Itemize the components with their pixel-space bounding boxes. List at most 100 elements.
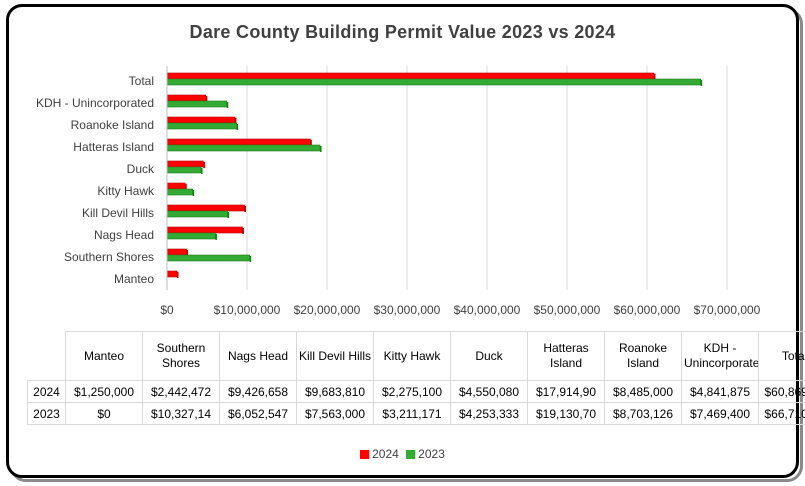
table-header-cell: Total	[758, 331, 805, 381]
x-tick-label: $70,000,000	[694, 303, 761, 317]
bar-2023	[166, 254, 250, 262]
legend-label-2024: 2024	[372, 447, 399, 461]
bar-2024	[166, 138, 311, 146]
category-label: Kill Devil Hills	[82, 206, 154, 220]
data-table-header: Manteo Southern Shores Nags Head Kill Devil…	[27, 331, 805, 381]
category-label: Roanoke Island	[71, 118, 154, 132]
bar-edge-2023	[215, 234, 217, 240]
table-value-cell: $17,914,90	[527, 380, 605, 403]
table-value-cell: $10,327,14	[142, 402, 220, 425]
bar-2024	[166, 94, 207, 102]
bar-edge-2023	[227, 212, 230, 218]
bar-edge-2024	[310, 140, 312, 146]
chart-title: Dare County Building Permit Value 2023 v…	[189, 22, 616, 42]
bar-edge-2024	[205, 96, 208, 102]
table-header-cell: Kitty Hawk	[373, 331, 451, 381]
table-value-cell: $7,563,000	[296, 402, 374, 425]
legend-item-2024: 2024	[360, 447, 399, 461]
bar-2023	[166, 78, 701, 86]
bar-2024	[166, 270, 178, 278]
x-tick-label: $40,000,000	[454, 303, 521, 317]
table-value-cell: $4,841,875	[681, 380, 759, 403]
category-label: Manteo	[114, 272, 154, 286]
bar-2023	[166, 188, 193, 196]
category-label: Kitty Hawk	[97, 184, 155, 198]
category-label: Southern Shores	[64, 250, 154, 264]
bar-edge-2023	[201, 168, 203, 174]
bar-edge-2024	[242, 228, 244, 234]
bar-2024	[166, 248, 187, 256]
category-label: Hatteras Island	[73, 140, 154, 154]
bar-edge-2023	[700, 80, 703, 86]
table-series-label: 2023	[27, 402, 66, 425]
bar-edge-2024	[186, 250, 189, 256]
table-value-cell: $8,703,126	[604, 402, 682, 425]
table-value-cell: $8,485,000	[604, 380, 682, 403]
table-value-cell: $0	[65, 402, 143, 425]
bar-2023	[166, 100, 228, 108]
table-header-cell: Roanoke Island	[604, 331, 682, 381]
bar-edge-2024	[653, 74, 656, 80]
data-table: Manteo Southern Shores Nags Head Kill Devil…	[27, 331, 805, 425]
bar-2023	[166, 210, 228, 218]
bar-edge-2024	[177, 272, 179, 278]
category-label: Duck	[127, 162, 155, 176]
bar-edge-2024	[185, 184, 187, 190]
table-header-cell: Nags Head	[219, 331, 297, 381]
bar-edge-2023	[236, 124, 239, 130]
x-tick-label: $50,000,000	[534, 303, 601, 317]
bar-2024	[166, 182, 186, 190]
table-header-cell: Hatteras Island	[527, 331, 605, 381]
category-label: Nags Head	[94, 228, 154, 242]
bar-edge-2023	[320, 146, 322, 152]
table-value-cell: $2,442,472	[142, 380, 220, 403]
legend-label-2023: 2023	[418, 447, 445, 461]
table-value-cell: $6,052,547	[219, 402, 297, 425]
table-value-cell: $66,710,42	[758, 402, 805, 425]
table-header-cell: KDH - Unincorporated	[681, 331, 759, 381]
table-header-cell: Southern Shores	[142, 331, 220, 381]
table-value-cell: $2,275,100	[373, 380, 451, 403]
bar-2023	[166, 166, 202, 174]
bar-2024	[166, 226, 243, 234]
table-value-cell: $60,869,90	[758, 380, 805, 403]
table-header-cell: Duck	[450, 331, 528, 381]
table-header-cell: Kill Devil Hills	[296, 331, 374, 381]
bar-2023	[166, 232, 216, 240]
data-table-row-2023: 2023 $0 $10,327,14 $6,052,547 $7,563,000 $3,2…	[27, 402, 805, 425]
bar-2024	[166, 204, 245, 212]
bar-2023	[166, 122, 237, 130]
bar-2023	[166, 144, 321, 152]
bar-edge-2023	[192, 190, 195, 196]
data-table-row-2024: 2024 $1,250,000 $2,442,472 $9,426,658 $9,683…	[27, 380, 805, 403]
table-header-cell: Manteo	[65, 331, 143, 381]
x-tick-label: $10,000,000	[214, 303, 281, 317]
x-tick-label: $30,000,000	[374, 303, 441, 317]
category-label: KDH - Unincorporated	[36, 96, 154, 110]
table-value-cell: $9,683,810	[296, 380, 374, 403]
x-tick-label: $20,000,000	[294, 303, 361, 317]
bar-edge-2024	[203, 162, 205, 168]
x-tick-label: $60,000,000	[614, 303, 681, 317]
bar-edge-2023	[226, 102, 229, 108]
table-value-cell: $19,130,70	[527, 402, 605, 425]
legend-swatch-2024	[360, 450, 370, 459]
bar-edge-2024	[234, 118, 237, 124]
bar-edge-2023	[249, 256, 252, 262]
table-series-label: 2024	[27, 380, 66, 403]
legend: 2024 2023	[0, 447, 805, 461]
table-value-cell: $1,250,000	[65, 380, 143, 403]
legend-swatch-2023	[406, 450, 416, 459]
x-tick-label: $0	[160, 303, 174, 317]
bar-2024	[166, 160, 204, 168]
table-corner	[27, 331, 66, 381]
table-value-cell: $4,550,080	[450, 380, 528, 403]
bar-chart: $0 $10,000,000 $20,000,000 $30,000,000 $40,0…	[36, 66, 761, 317]
legend-item-2023: 2023	[406, 447, 445, 461]
bar-2024	[166, 72, 655, 80]
table-value-cell: $4,253,333	[450, 402, 528, 425]
category-label: Total	[129, 74, 154, 88]
bar-2024	[166, 116, 236, 124]
table-value-cell: $3,211,171	[373, 402, 451, 425]
table-value-cell: $9,426,658	[219, 380, 297, 403]
